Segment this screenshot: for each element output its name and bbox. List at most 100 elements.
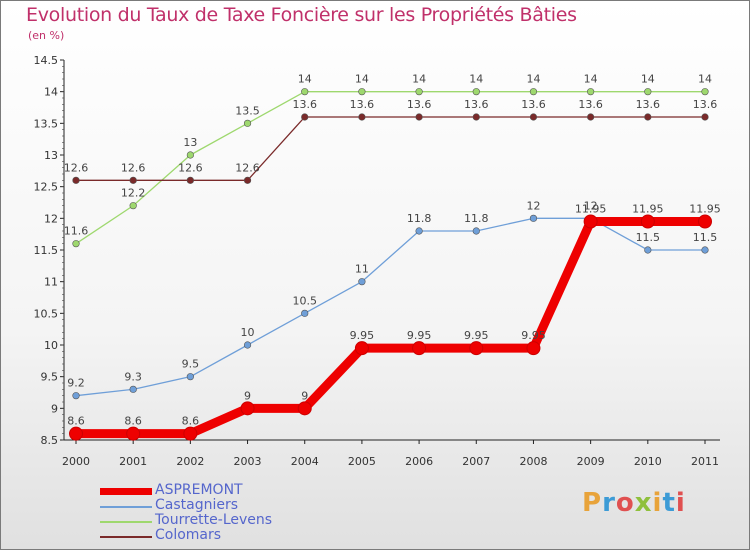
y-tick-label: 10 — [44, 339, 58, 352]
data-label-colomars: 12.6 — [121, 161, 146, 174]
x-tick-label: 2000 — [62, 455, 90, 468]
legend-swatch-tourrette-levens — [100, 521, 152, 523]
data-point-aspremont — [583, 214, 598, 229]
data-label-colomars: 13.6 — [578, 98, 603, 111]
data-label-aspremont: 9.95 — [350, 329, 375, 342]
data-label-tourrette-levens: 13.5 — [235, 104, 260, 117]
data-label-castagniers: 9.3 — [124, 370, 142, 383]
x-tick-label: 2009 — [577, 455, 605, 468]
data-label-colomars: 12.6 — [235, 161, 260, 174]
data-label-tourrette-levens: 14 — [526, 73, 540, 86]
x-tick-label: 2004 — [291, 455, 319, 468]
y-tick-label: 11 — [44, 276, 58, 289]
data-point-castagniers — [701, 246, 709, 254]
data-label-tourrette-levens: 14 — [641, 73, 655, 86]
data-point-aspremont — [640, 214, 655, 229]
chart-title: Evolution du Taux de Taxe Foncière sur l… — [26, 4, 577, 26]
y-tick-label: 8.5 — [41, 434, 59, 447]
data-label-aspremont: 9 — [301, 389, 308, 402]
series-line-tourrette-levens — [75, 91, 705, 245]
y-tick-label: 12.5 — [34, 181, 59, 194]
data-point-tourrette-levens — [129, 202, 137, 210]
data-label-colomars: 13.6 — [521, 98, 546, 111]
data-point-castagniers — [472, 227, 480, 235]
data-label-colomars: 13.6 — [636, 98, 661, 111]
data-label-castagniers: 12 — [526, 199, 540, 212]
data-label-aspremont: 8.6 — [124, 415, 142, 428]
y-tick-label: 13.5 — [34, 117, 59, 130]
data-point-colomars — [129, 176, 137, 184]
y-tick-label: 12 — [44, 212, 58, 225]
data-point-tourrette-levens — [529, 88, 538, 96]
data-label-tourrette-levens: 14 — [412, 73, 426, 86]
data-point-colomars — [243, 176, 252, 184]
data-point-colomars — [644, 113, 652, 121]
y-tick-label: 14.5 — [34, 54, 59, 67]
series-line-castagniers — [75, 217, 705, 397]
legend-swatch-aspremont — [100, 488, 152, 495]
x-tick-label: 2008 — [519, 455, 547, 468]
legend-swatch-colomars — [100, 536, 152, 538]
data-label-colomars: 13.6 — [292, 98, 317, 111]
data-label-castagniers: 10 — [241, 326, 255, 339]
legend-label-aspremont: ASPREMONT — [155, 482, 243, 498]
data-point-castagniers — [358, 278, 366, 286]
data-label-colomars: 13.6 — [407, 98, 432, 111]
data-label-castagniers: 12 — [584, 199, 598, 212]
data-label-castagniers: 11.8 — [464, 212, 489, 225]
series-line-colomars — [76, 116, 705, 181]
y-tick-label: 9.5 — [41, 371, 59, 384]
legend-label-tourrette-levens: Tourrette-Levens — [155, 512, 273, 528]
data-label-aspremont: 11.95 — [575, 203, 607, 216]
data-label-tourrette-levens: 14 — [584, 73, 598, 86]
data-point-colomars — [472, 113, 480, 121]
data-point-aspremont — [698, 214, 712, 229]
data-label-castagniers: 11.5 — [693, 231, 718, 244]
legend-label-castagniers: Castagniers — [155, 497, 239, 513]
x-tick-label: 2011 — [691, 455, 719, 468]
y-tick-label: 13 — [44, 149, 58, 162]
data-label-tourrette-levens: 14 — [298, 73, 312, 86]
data-point-aspremont — [297, 401, 312, 416]
data-point-castagniers — [415, 227, 423, 235]
data-point-castagniers — [129, 385, 137, 393]
data-point-tourrette-levens — [301, 88, 309, 96]
data-point-tourrette-levens — [701, 88, 709, 96]
series-line-aspremont — [76, 217, 705, 439]
data-label-tourrette-levens: 11.6 — [64, 225, 89, 238]
data-label-tourrette-levens: 14 — [355, 73, 369, 86]
data-label-castagniers: 9.2 — [67, 377, 85, 390]
x-tick-label: 2010 — [634, 455, 662, 468]
data-label-aspremont: 9.95 — [407, 329, 432, 342]
data-point-tourrette-levens — [186, 151, 194, 159]
data-point-colomars — [587, 113, 595, 121]
y-tick-label: 11.5 — [34, 244, 59, 257]
data-point-aspremont — [469, 341, 484, 356]
data-point-colomars — [358, 113, 366, 121]
data-point-castagniers — [72, 392, 80, 400]
legend-label-colomars: Colomars — [155, 527, 222, 543]
data-point-castagniers — [186, 373, 194, 381]
data-point-aspremont — [240, 401, 255, 416]
data-point-colomars — [415, 113, 423, 121]
x-tick-label: 2007 — [462, 455, 490, 468]
data-label-tourrette-levens: 14 — [698, 73, 712, 86]
data-point-tourrette-levens — [243, 119, 252, 127]
data-label-aspremont: 11.95 — [632, 203, 664, 216]
data-point-castagniers — [529, 214, 538, 222]
data-point-aspremont — [183, 426, 198, 441]
data-label-colomars: 13.6 — [350, 98, 375, 111]
x-tick-label: 2002 — [176, 455, 204, 468]
data-point-castagniers — [301, 309, 309, 317]
y-tick-label: 14 — [44, 86, 58, 99]
data-point-tourrette-levens — [72, 240, 80, 248]
data-label-colomars: 13.6 — [464, 98, 489, 111]
data-label-aspremont: 9.95 — [521, 329, 546, 342]
data-point-aspremont — [354, 341, 369, 356]
x-tick-label: 2005 — [348, 455, 376, 468]
legend-swatch-castagniers — [100, 506, 152, 508]
x-tick-label: 2003 — [234, 455, 262, 468]
data-point-aspremont — [69, 426, 83, 441]
data-label-aspremont: 8.6 — [182, 415, 200, 428]
